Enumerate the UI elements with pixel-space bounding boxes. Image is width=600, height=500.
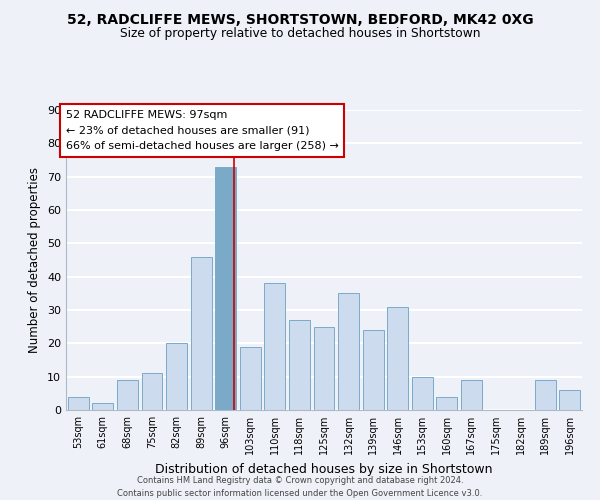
Bar — [68, 396, 89, 410]
Bar — [436, 396, 457, 410]
Bar — [412, 376, 433, 410]
Bar — [559, 390, 580, 410]
Text: Contains HM Land Registry data © Crown copyright and database right 2024.
Contai: Contains HM Land Registry data © Crown c… — [118, 476, 482, 498]
Bar — [362, 330, 383, 410]
Bar — [117, 380, 138, 410]
Text: 52 RADCLIFFE MEWS: 97sqm
← 23% of detached houses are smaller (91)
66% of semi-d: 52 RADCLIFFE MEWS: 97sqm ← 23% of detach… — [66, 110, 339, 151]
Bar — [314, 326, 334, 410]
Bar — [535, 380, 556, 410]
Y-axis label: Number of detached properties: Number of detached properties — [28, 167, 41, 353]
Bar — [142, 374, 163, 410]
Bar — [265, 284, 286, 410]
Text: Size of property relative to detached houses in Shortstown: Size of property relative to detached ho… — [120, 28, 480, 40]
X-axis label: Distribution of detached houses by size in Shortstown: Distribution of detached houses by size … — [155, 462, 493, 475]
Bar — [387, 306, 408, 410]
Bar — [289, 320, 310, 410]
Bar — [92, 404, 113, 410]
Bar — [215, 166, 236, 410]
Bar — [240, 346, 261, 410]
Bar — [461, 380, 482, 410]
Bar — [166, 344, 187, 410]
Bar — [191, 256, 212, 410]
Text: 52, RADCLIFFE MEWS, SHORTSTOWN, BEDFORD, MK42 0XG: 52, RADCLIFFE MEWS, SHORTSTOWN, BEDFORD,… — [67, 12, 533, 26]
Bar — [338, 294, 359, 410]
